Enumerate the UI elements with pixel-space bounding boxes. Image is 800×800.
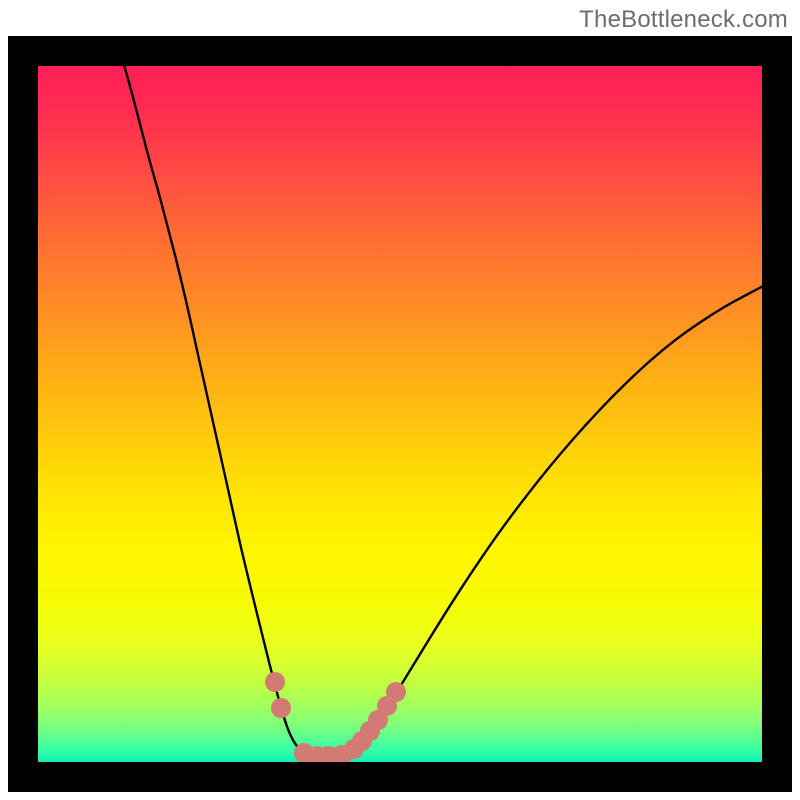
valley-marker [265, 672, 285, 692]
valley-marker [271, 698, 291, 718]
plot-area [38, 66, 762, 762]
bottleneck-curve [38, 66, 762, 762]
valley-marker [386, 682, 406, 702]
bottleneck-path [121, 66, 762, 756]
watermark-text: TheBottleneck.com [579, 6, 788, 34]
